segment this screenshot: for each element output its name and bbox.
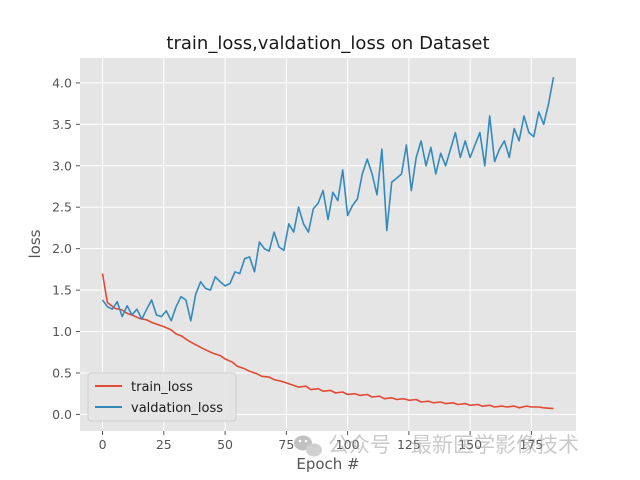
- x-axis-ticks: 0 25 50 75 100 125 150 175: [99, 431, 543, 452]
- wechat-icon: [294, 435, 322, 457]
- y-tick-label: 3.5: [52, 117, 72, 132]
- y-axis-label: loss: [26, 229, 44, 258]
- legend-label-train-loss: train_loss: [131, 380, 193, 395]
- x-tick-label: 75: [278, 437, 294, 452]
- y-tick-label: 3.0: [52, 158, 72, 173]
- chart-title: train_loss,valdation_loss on Dataset: [166, 33, 489, 54]
- watermark-text: 公众号 · 最新医学影像技术: [328, 433, 579, 457]
- x-tick-label: 150: [458, 437, 482, 452]
- y-tick-label: 4.0: [52, 75, 72, 90]
- legend: train_loss valdation_loss: [87, 372, 237, 422]
- plot-area: [80, 58, 576, 431]
- train-loss-line: [101, 273, 554, 410]
- x-axis-label: Epoch #: [296, 455, 359, 473]
- y-tick-label: 1.5: [52, 283, 72, 298]
- legend-box: [87, 372, 237, 422]
- x-tick-label: 125: [397, 437, 421, 452]
- x-tick-label: 175: [519, 437, 543, 452]
- y-tick-label: 2.5: [52, 200, 72, 215]
- validation-loss-line: [101, 76, 555, 322]
- y-tick-label: 0.5: [52, 365, 72, 380]
- x-tick-label: 50: [217, 437, 233, 452]
- series-lines: [101, 76, 555, 410]
- y-tick-label: 1.0: [52, 324, 72, 339]
- y-tick-label: 0.0: [52, 407, 72, 422]
- x-tick-label: 25: [156, 437, 172, 452]
- x-tick-label: 0: [99, 437, 107, 452]
- y-axis-ticks: 0.0 0.5 1.0 1.5 2.0 2.5 3.0 3.5 4.0: [52, 75, 80, 422]
- y-tick-label: 2.0: [52, 241, 72, 256]
- watermark: 公众号 · 最新医学影像技术: [294, 433, 579, 457]
- legend-label-validation-loss: valdation_loss: [131, 401, 223, 416]
- x-tick-label: 100: [336, 437, 360, 452]
